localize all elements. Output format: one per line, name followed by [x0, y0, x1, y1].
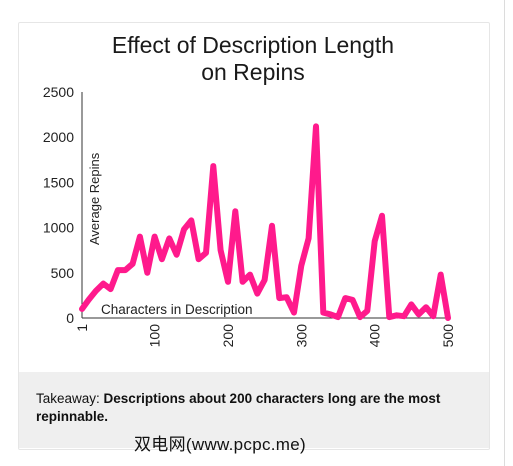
data-point: [146, 272, 148, 274]
data-point: [286, 296, 288, 298]
takeaway-text: Takeaway: Descriptions about 200 charact…: [36, 390, 456, 426]
watermark: 双电网(www.pcpc.me): [134, 435, 306, 454]
data-point: [381, 215, 383, 217]
data-point: [359, 316, 361, 318]
y-tick-label: 2000: [43, 129, 74, 145]
data-point: [161, 258, 163, 260]
data-point: [132, 263, 134, 265]
data-point: [418, 313, 420, 315]
data-point: [102, 283, 104, 285]
data-point: [374, 240, 376, 242]
page-divider: [504, 0, 505, 466]
x-tick-label: 200: [220, 324, 236, 348]
data-point: [139, 236, 141, 238]
data-point: [440, 274, 442, 276]
takeaway-panel: [19, 372, 489, 448]
data-point: [249, 274, 251, 276]
data-point: [337, 316, 339, 318]
data-point: [176, 254, 178, 256]
data-point: [278, 297, 280, 299]
data-point: [234, 210, 236, 212]
x-tick-label: 500: [440, 324, 456, 348]
takeaway-prefix: Takeaway:: [36, 391, 104, 406]
y-tick-label: 500: [51, 265, 75, 281]
data-point: [300, 265, 302, 267]
data-point: [227, 281, 229, 283]
series-line-repins: [79, 123, 451, 321]
data-point: [190, 219, 192, 221]
data-point: [95, 290, 97, 292]
x-tick-label: 300: [293, 324, 309, 348]
data-point: [330, 313, 332, 315]
data-point: [154, 236, 156, 238]
data-point: [403, 315, 405, 317]
y-tick-label: 2500: [43, 84, 74, 100]
data-point: [432, 315, 434, 317]
data-point: [315, 125, 317, 127]
data-point: [447, 317, 449, 319]
x-tick-label: 400: [367, 324, 383, 348]
y-tick-label: 0: [66, 310, 74, 326]
data-point: [81, 308, 83, 310]
series-points: [81, 125, 449, 319]
x-tick-label: 1: [74, 324, 90, 332]
data-point: [242, 281, 244, 283]
data-point: [88, 299, 90, 301]
x-tick-labels: 1 100 200 300 400 500: [74, 324, 456, 348]
data-point: [271, 225, 273, 227]
data-point: [410, 303, 412, 305]
data-point: [352, 299, 354, 301]
data-point: [110, 288, 112, 290]
data-point: [183, 228, 185, 230]
data-point: [256, 293, 258, 295]
chart-title-line1: Effect of Description Length: [111, 32, 395, 58]
data-point: [205, 252, 207, 254]
data-point: [388, 316, 390, 318]
y-tick-label: 1000: [43, 220, 74, 236]
data-point: [168, 237, 170, 239]
data-point: [124, 269, 126, 271]
takeaway-bold: Descriptions about 200 characters long a…: [36, 391, 441, 424]
data-point: [212, 165, 214, 167]
y-tick-labels: 0 500 1000 1500 2000 2500: [43, 84, 74, 326]
data-point: [117, 269, 119, 271]
data-point: [322, 312, 324, 314]
data-point: [198, 258, 200, 260]
data-point: [366, 310, 368, 312]
data-point: [264, 279, 266, 281]
x-tick-label: 100: [147, 324, 163, 348]
data-point: [220, 249, 222, 251]
data-point: [425, 306, 427, 308]
data-point: [396, 314, 398, 316]
x-axis-label: Characters in Description: [101, 302, 253, 317]
y-axis-label: Average Repins: [87, 152, 102, 245]
y-tick-label: 1500: [43, 174, 74, 190]
data-point: [293, 312, 295, 314]
chart-title: Effect of Description Length on Repins: [18, 32, 488, 86]
chart-title-line2: on Repins: [201, 59, 305, 85]
data-point: [344, 297, 346, 299]
data-point: [308, 237, 310, 239]
